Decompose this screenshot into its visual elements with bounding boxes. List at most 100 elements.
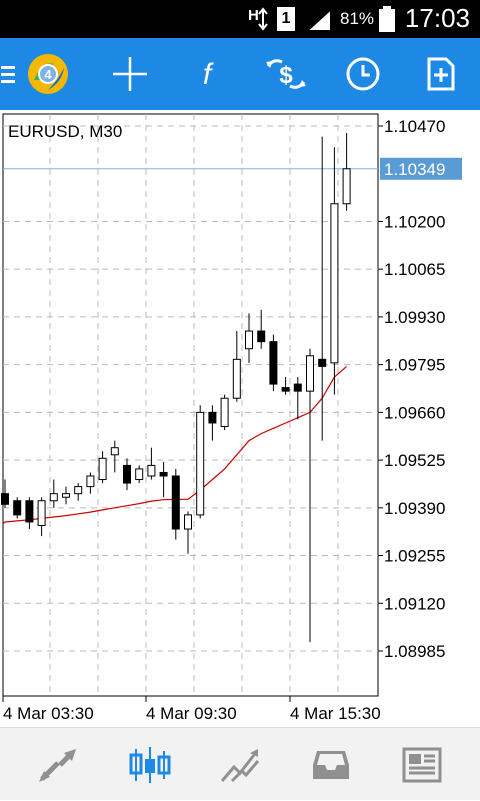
- trade-button[interactable]: $: [258, 38, 314, 110]
- candle-body: [135, 468, 144, 481]
- time-axis-label: 4 Mar 09:30: [146, 704, 237, 723]
- battery-percentage: 81%: [340, 9, 375, 28]
- candle: [342, 133, 351, 211]
- status-clock: 17:03: [404, 3, 470, 33]
- price-axis-label: 1.09660: [384, 403, 445, 422]
- news-tab[interactable]: [374, 728, 470, 801]
- price-axis-label: 1.09255: [384, 547, 445, 566]
- candle: [245, 313, 253, 363]
- add-object-icon: [427, 57, 455, 91]
- candle-body: [13, 500, 22, 516]
- price-chart[interactable]: 1.10470 1.10200 1.10065 1.09930 1.09795 1.096…: [0, 110, 480, 727]
- current-price-tag: [380, 157, 462, 180]
- indicators-icon: f: [203, 58, 214, 91]
- period-button[interactable]: [338, 38, 388, 110]
- price-axis-label: 1.09525: [384, 451, 445, 470]
- candle-body: [123, 464, 131, 484]
- candle: [281, 377, 290, 395]
- candle-body: [98, 457, 107, 481]
- candle: [25, 497, 34, 530]
- time-axis-label: 4 Mar 03:30: [3, 704, 94, 723]
- chart-area[interactable]: 1.10470 1.10200 1.10065 1.09930 1.09795 1.096…: [0, 110, 480, 727]
- candle-body: [281, 387, 290, 392]
- candle: [1, 479, 9, 508]
- candle-body: [330, 203, 339, 364]
- trend-icon: [220, 748, 260, 782]
- candle-body: [86, 475, 95, 488]
- app-toolbar: 4 f $: [0, 38, 480, 110]
- svg-text:$: $: [279, 62, 293, 89]
- candle-body: [147, 464, 156, 477]
- price-axis-label: 1.09390: [384, 499, 445, 518]
- signal-icon: [307, 9, 331, 31]
- candle: [98, 451, 107, 484]
- period-icon: [346, 57, 380, 91]
- price-axis-label: 1.10470: [384, 117, 445, 136]
- candle: [135, 465, 144, 484]
- news-icon: [402, 747, 442, 782]
- trade-tab[interactable]: [192, 728, 288, 801]
- candle: [196, 405, 205, 519]
- candle-body: [232, 358, 241, 399]
- candle: [208, 405, 217, 441]
- add-object-button[interactable]: [416, 38, 466, 110]
- chart-tab[interactable]: [102, 728, 198, 801]
- candle-body: [171, 475, 180, 530]
- app-logo[interactable]: 4: [22, 38, 74, 110]
- history-tab[interactable]: [283, 728, 379, 801]
- candlestick-icon: [129, 746, 171, 783]
- candle-body: [245, 330, 253, 350]
- candle: [147, 447, 156, 480]
- price-axis-label: 1.10065: [384, 260, 445, 279]
- chart-frame: [2, 113, 379, 697]
- candle: [159, 461, 168, 498]
- data-transfer-icon: H: [248, 7, 268, 31]
- candle-body: [159, 471, 168, 477]
- metatrader-logo: 4: [28, 54, 68, 94]
- quotes-tab[interactable]: [10, 728, 106, 801]
- menu-button[interactable]: [0, 38, 18, 110]
- candle: [37, 497, 46, 537]
- quotes-arrows-icon: [39, 748, 76, 782]
- candle-body: [37, 500, 46, 526]
- battery-icon: [379, 6, 395, 32]
- candle: [123, 458, 131, 491]
- candle: [110, 440, 119, 473]
- inbox-icon: [313, 750, 349, 779]
- svg-text:f: f: [203, 58, 214, 91]
- candle-body: [306, 355, 314, 392]
- candle: [257, 309, 266, 349]
- current-price-label: 1.10349: [384, 160, 445, 179]
- price-axis-label: 1.08985: [384, 642, 445, 661]
- candle: [330, 147, 339, 395]
- candle: [318, 136, 327, 441]
- candle: [269, 334, 278, 392]
- candle: [171, 468, 180, 540]
- trade-icon: $: [266, 59, 306, 89]
- candle: [74, 483, 83, 501]
- svg-text:4: 4: [44, 67, 52, 82]
- candle-body: [1, 493, 9, 505]
- svg-text:H: H: [248, 7, 259, 24]
- candle-body: [196, 411, 205, 516]
- bottom-navigation: [0, 727, 480, 800]
- candle-body: [25, 500, 34, 523]
- price-axis-label: 1.10200: [384, 212, 445, 231]
- candle: [13, 497, 22, 519]
- candle: [293, 377, 302, 420]
- candle: [62, 486, 70, 505]
- candle-body: [184, 514, 192, 530]
- candle-body: [110, 447, 119, 456]
- crosshair-button[interactable]: [104, 38, 156, 110]
- price-axis-label: 1.09795: [384, 356, 445, 375]
- candle-body: [208, 411, 217, 424]
- candle: [306, 348, 314, 643]
- price-axis-label: 1.09930: [384, 308, 445, 327]
- candle: [184, 511, 192, 554]
- menu-icon: [1, 66, 15, 83]
- candle-body: [342, 168, 351, 205]
- candle: [49, 479, 58, 508]
- indicators-button[interactable]: f: [182, 38, 232, 110]
- candle-body: [293, 383, 302, 392]
- moving-average-line: [2, 365, 347, 525]
